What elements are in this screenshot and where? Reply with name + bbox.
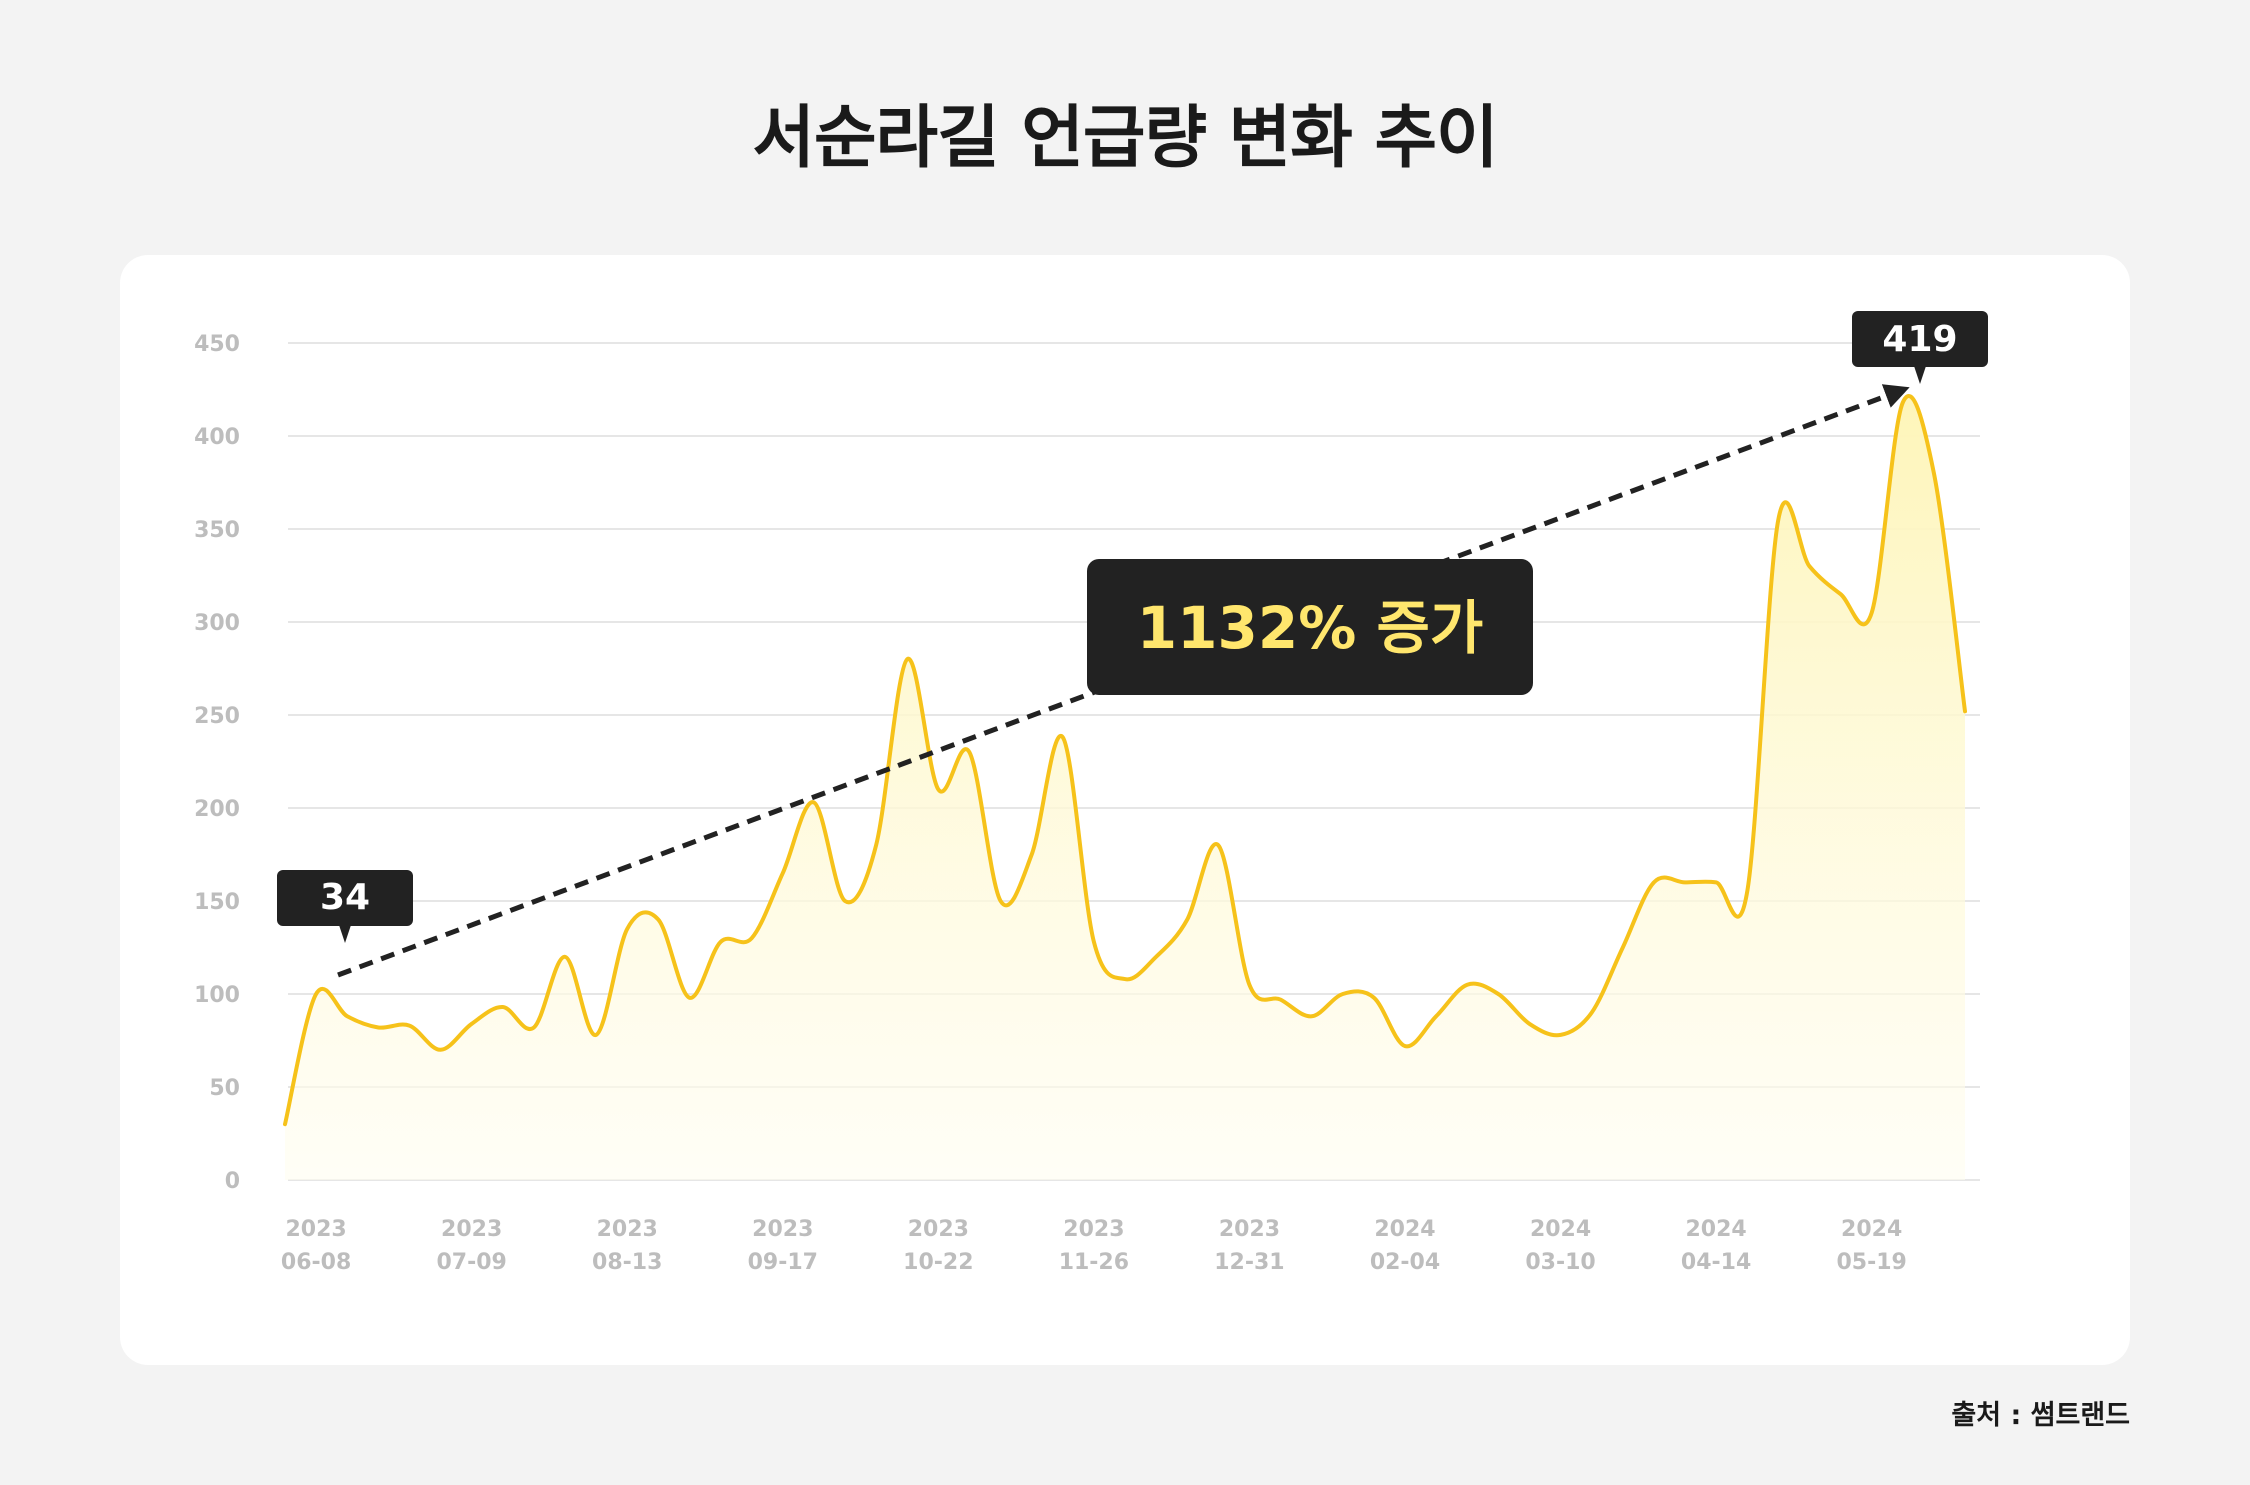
chart-card: 0 50 100 150 200 250 300 350 400 450 2023 06-08 202… [120,255,2130,1365]
y-tick-label: 0 [225,1169,240,1194]
x-tick-date: 06-08 [281,1250,351,1275]
x-tick-date: 09-17 [748,1250,818,1275]
x-tick-year: 2023 [597,1217,658,1242]
start-callout-box [277,870,413,926]
line-chart: 0 50 100 150 200 250 300 350 400 450 2023 06-08 202… [194,311,1988,1275]
x-tick-year: 2023 [1219,1217,1280,1242]
y-tick-label: 350 [194,518,240,543]
x-tick-year: 2023 [908,1217,969,1242]
start-callout-pointer [339,925,351,943]
y-tick-label: 150 [194,890,240,915]
x-tick-date: 03-10 [1525,1250,1595,1275]
trend-highlight-box [1087,559,1533,695]
page-title: 서순라길 언급량 변화 추이 [752,99,1498,178]
x-tick-year: 2023 [1063,1217,1124,1242]
x-tick-year: 2023 [285,1217,346,1242]
x-tick-year: 2024 [1685,1217,1746,1242]
y-tick-label: 200 [194,797,240,822]
y-tick-label: 400 [194,425,240,450]
end-value-label: 419 [1882,319,1957,360]
y-tick-label: 300 [194,611,240,636]
x-tick-date: 08-13 [592,1250,662,1275]
source-caption: 출처 : 썸트랜드 [1951,1400,2130,1431]
end-callout-box [1852,311,1988,367]
y-tick-label: 50 [209,1076,240,1101]
x-tick-date: 10-22 [903,1250,973,1275]
x-tick-year: 2023 [441,1217,502,1242]
x-tick-date: 02-04 [1370,1250,1440,1275]
y-tick-label: 100 [194,983,240,1008]
x-tick-year: 2023 [752,1217,813,1242]
y-tick-label: 250 [194,704,240,729]
x-tick-date: 11-26 [1059,1250,1129,1275]
x-tick-date: 04-14 [1681,1250,1751,1275]
x-tick-date: 12-31 [1214,1250,1284,1275]
x-tick-date: 05-19 [1836,1250,1906,1275]
x-tick-year: 2024 [1374,1217,1435,1242]
series-line [283,394,1967,1127]
x-tick-date: 07-09 [436,1250,506,1275]
end-callout-pointer [1914,366,1926,384]
x-tick-year: 2024 [1530,1217,1591,1242]
trend-highlight-label: 1132% 증가 [1137,594,1483,662]
x-tick-year: 2024 [1841,1217,1902,1242]
start-value-label: 34 [320,877,370,918]
y-tick-label: 450 [194,332,240,357]
area-fill [285,395,1965,1180]
